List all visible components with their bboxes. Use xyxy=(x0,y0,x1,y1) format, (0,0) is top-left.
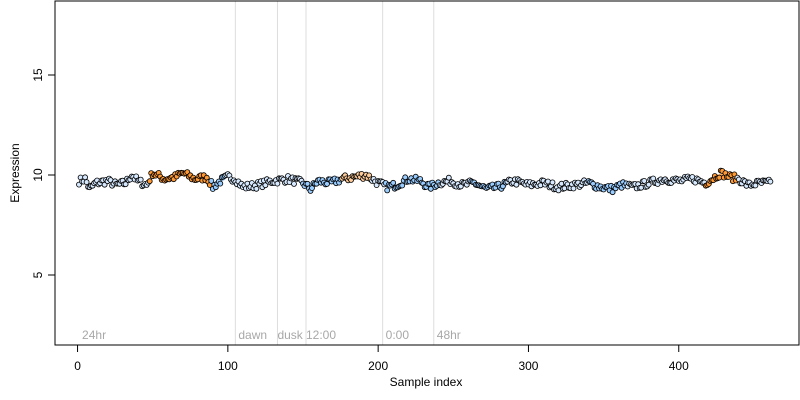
vertical-reference-lines xyxy=(234,1,435,345)
annotation-label: 24hr xyxy=(82,328,106,342)
annotation-label: dusk xyxy=(277,328,303,342)
data-point xyxy=(609,189,616,196)
x-tick-label: 100 xyxy=(218,359,238,373)
data-point xyxy=(767,178,774,185)
y-axis-title: Expression xyxy=(8,143,22,202)
data-point xyxy=(641,177,648,184)
data-point xyxy=(82,174,88,181)
data-point xyxy=(570,185,577,192)
data-point xyxy=(399,182,406,189)
plot-frame xyxy=(54,0,800,346)
data-point xyxy=(253,185,260,192)
data-point xyxy=(752,182,759,189)
data-point xyxy=(309,185,315,192)
data-point xyxy=(645,181,652,188)
x-axis-title: Sample index xyxy=(390,375,463,389)
x-tick-label: 300 xyxy=(518,359,538,373)
annotation-label: 12:00 xyxy=(306,328,336,342)
data-point xyxy=(390,179,397,186)
annotation-label: 0:00 xyxy=(386,328,410,342)
annotation-label: dawn xyxy=(238,328,267,342)
x-axis: 0 100 200 300 400 xyxy=(74,344,689,373)
data-point xyxy=(445,174,452,181)
annotations: 24hr dawn dusk 12:00 0:00 48hr xyxy=(82,328,461,342)
y-tick-label: 10 xyxy=(31,168,45,182)
data-point xyxy=(304,180,311,187)
y-axis: 5 10 15 xyxy=(31,68,56,278)
data-point xyxy=(146,178,153,185)
data-point xyxy=(208,177,215,184)
data-point xyxy=(217,180,224,187)
x-tick-label: 0 xyxy=(74,359,81,373)
data-point xyxy=(274,180,281,187)
data-point xyxy=(513,181,520,188)
data-point xyxy=(291,180,297,187)
y-tick-label: 5 xyxy=(31,271,45,278)
data-point xyxy=(122,181,129,188)
annotation-label: 48hr xyxy=(437,328,461,342)
x-tick-label: 400 xyxy=(669,359,689,373)
x-tick-label: 200 xyxy=(368,359,388,373)
y-tick-label: 15 xyxy=(31,68,45,82)
data-point xyxy=(384,187,391,194)
data-point xyxy=(83,179,90,186)
data-point xyxy=(549,179,556,186)
data-point xyxy=(137,176,144,183)
data-points xyxy=(76,167,774,196)
